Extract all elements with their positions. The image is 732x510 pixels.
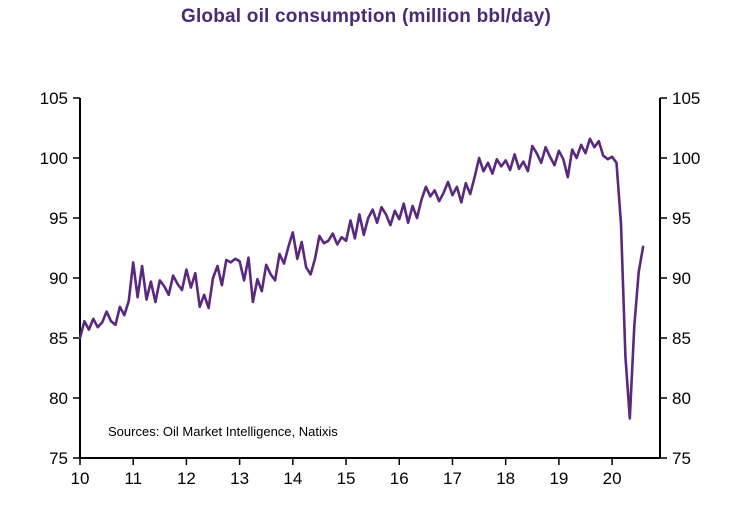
y-axis-tick-label-right: 80 [672, 389, 691, 408]
y-axis-tick-label-left: 100 [40, 149, 68, 168]
x-axis-tick-label: 16 [390, 469, 409, 488]
y-axis-tick-label-left: 75 [49, 449, 68, 468]
x-axis-tick-label: 15 [337, 469, 356, 488]
x-axis-tick-label: 17 [443, 469, 462, 488]
x-axis-tick-label: 12 [177, 469, 196, 488]
y-axis-tick-label-left: 95 [49, 209, 68, 228]
y-axis-tick-label-right: 90 [672, 269, 691, 288]
chart-title: Global oil consumption (million bbl/day) [180, 6, 552, 27]
x-axis-tick-label: 14 [283, 469, 302, 488]
consumption-line [78, 137, 645, 420]
y-axis-tick-label-right: 100 [672, 149, 700, 168]
y-axis-tick-label-right: 95 [672, 209, 691, 228]
y-axis-tick-label-right: 75 [672, 449, 691, 468]
y-axis-tick-label-left: 85 [49, 329, 68, 348]
x-axis-tick-label: 19 [549, 469, 568, 488]
y-axis-tick-label-right: 105 [672, 89, 700, 108]
x-axis-tick-label: 11 [124, 469, 142, 488]
y-axis-tick-label-left: 80 [49, 389, 68, 408]
x-axis-tick-label: 18 [496, 469, 515, 488]
y-axis-tick-label-right: 85 [672, 329, 691, 348]
y-axis-tick-label-left: 90 [49, 269, 68, 288]
x-axis-tick-label: 20 [603, 469, 622, 488]
y-axis-tick-label-left: 105 [40, 89, 68, 108]
x-axis-tick-label: 10 [71, 469, 90, 488]
x-axis-tick-label: 13 [230, 469, 249, 488]
source-note: Sources: Oil Market Intelligence, Natixi… [108, 424, 338, 439]
